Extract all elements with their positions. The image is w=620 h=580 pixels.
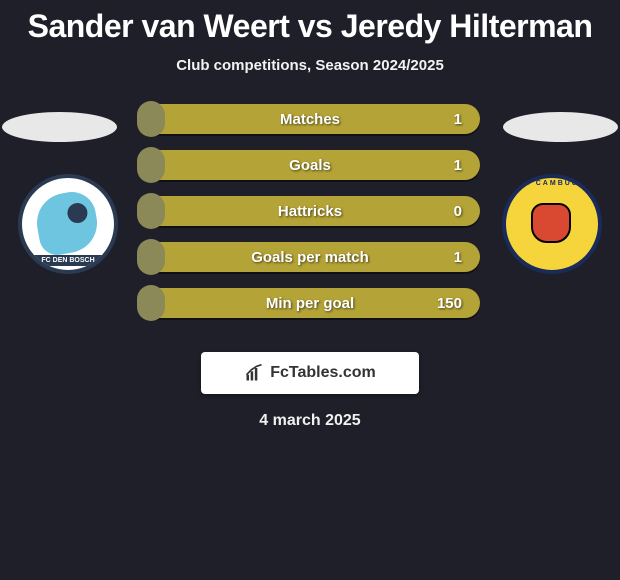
stat-label: Goals per match: [140, 249, 480, 266]
comparison-panel: FC DEN BOSCH SC CAMBUUR Matches 1 Goals …: [0, 104, 620, 344]
player-photo-placeholder-left: [2, 112, 117, 142]
stat-label: Goals: [140, 157, 480, 174]
club-right-name: SC CAMBUUR: [506, 180, 598, 187]
club-left-name: FC DEN BOSCH: [22, 255, 114, 266]
stat-value: 1: [454, 111, 462, 128]
player-photo-placeholder-right: [503, 112, 618, 142]
brand-badge[interactable]: FcTables.com: [201, 352, 419, 394]
stat-value: 150: [437, 295, 462, 312]
stat-bars: Matches 1 Goals 1 Hattricks 0 Goals per …: [140, 104, 480, 334]
stat-row-matches: Matches 1: [140, 104, 480, 134]
stat-label: Min per goal: [140, 295, 480, 312]
stat-row-goals-per-match: Goals per match 1: [140, 242, 480, 272]
stat-label: Hattricks: [140, 203, 480, 220]
deer-icon: [531, 203, 571, 243]
subtitle: Club competitions, Season 2024/2025: [0, 57, 620, 74]
page-title: Sander van Weert vs Jeredy Hilterman: [0, 0, 620, 45]
stat-value: 1: [454, 157, 462, 174]
stat-row-goals: Goals 1: [140, 150, 480, 180]
stat-label: Matches: [140, 111, 480, 128]
club-logo-left: FC DEN BOSCH: [18, 174, 118, 274]
stat-row-min-per-goal: Min per goal 150: [140, 288, 480, 318]
stat-row-hattricks: Hattricks 0: [140, 196, 480, 226]
date-text: 4 march 2025: [0, 412, 620, 430]
dragon-icon: [32, 188, 102, 258]
club-logo-right: SC CAMBUUR: [502, 174, 602, 274]
stat-value: 0: [454, 203, 462, 220]
chart-icon: [244, 363, 264, 383]
stat-value: 1: [454, 249, 462, 266]
brand-text: FcTables.com: [270, 364, 376, 382]
